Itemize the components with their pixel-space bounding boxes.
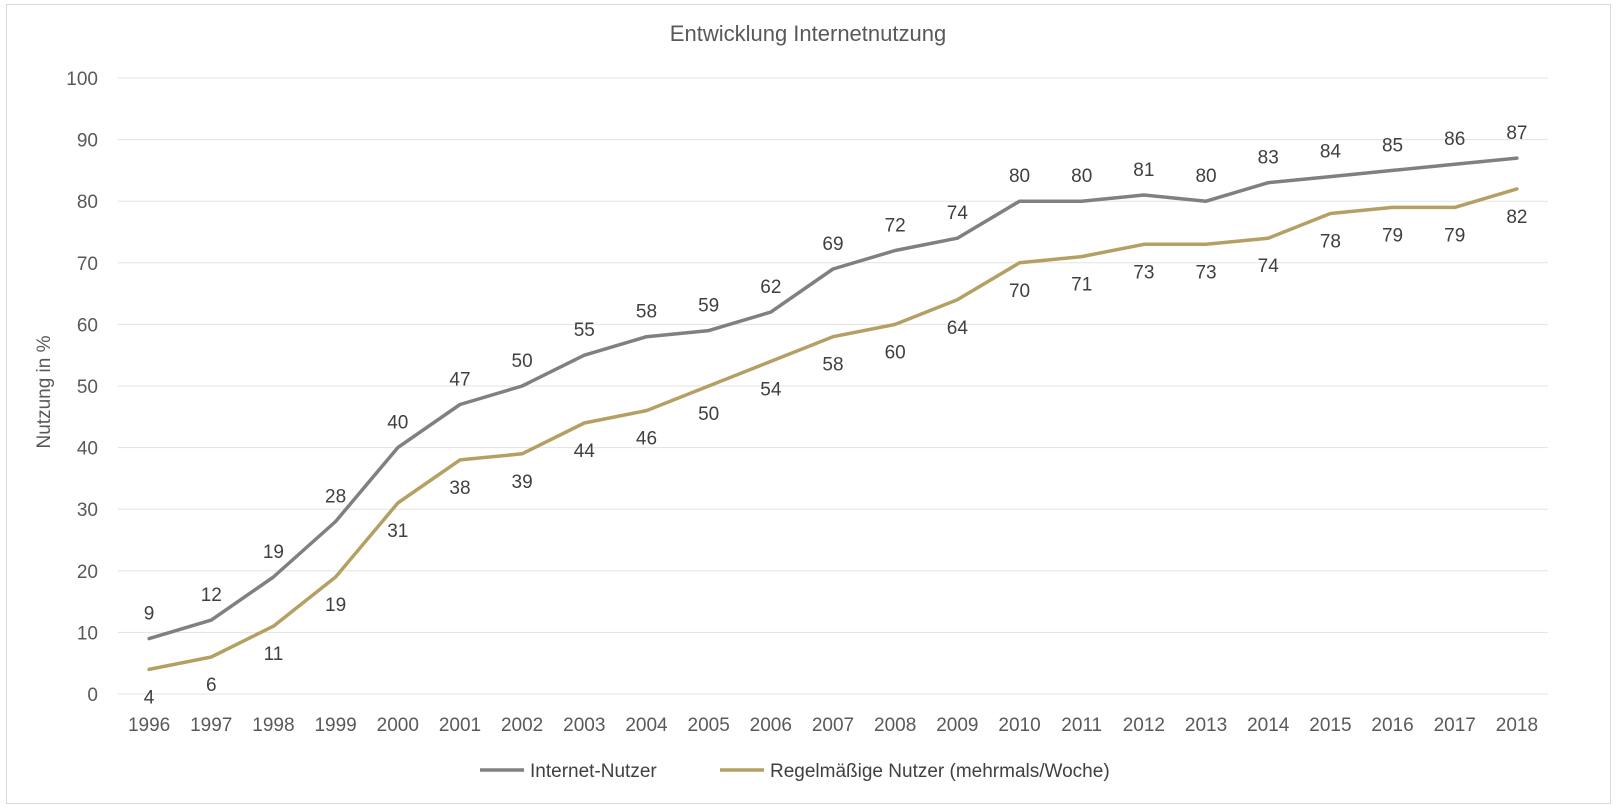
x-tick-label: 2008	[874, 715, 916, 736]
data-label: 80	[1009, 166, 1030, 187]
data-label: 83	[1258, 148, 1279, 169]
x-tick-label: 2011	[1061, 715, 1102, 736]
data-label: 11	[264, 644, 284, 665]
data-label: 39	[512, 472, 533, 493]
series-lines	[147, 156, 1519, 672]
data-label: 72	[885, 215, 906, 236]
data-label: 19	[325, 595, 346, 616]
data-label: 86	[1444, 129, 1465, 150]
data-label: 80	[1071, 166, 1092, 187]
y-tick-label: 70	[77, 254, 98, 275]
x-tick-label: 2003	[563, 715, 605, 736]
x-tick-label: 1996	[128, 715, 170, 736]
data-label: 73	[1133, 262, 1154, 283]
data-label: 55	[574, 320, 595, 341]
data-label: 54	[760, 379, 782, 400]
x-tick-label: 2017	[1434, 715, 1476, 736]
x-tick-label: 2007	[812, 715, 854, 736]
legend-label: Regelmäßige Nutzer (mehrmals/Woche)	[770, 761, 1110, 782]
data-label: 74	[1258, 256, 1280, 277]
data-label: 4	[144, 687, 155, 708]
x-tick-label: 2002	[501, 715, 543, 736]
data-label: 58	[636, 302, 657, 323]
gridlines	[118, 77, 1548, 695]
y-axis-title: Nutzung in %	[34, 335, 55, 448]
data-label: 64	[947, 318, 969, 339]
data-label: 58	[822, 355, 843, 376]
data-label: 70	[1009, 281, 1030, 302]
data-label: 31	[387, 521, 408, 542]
data-label: 59	[698, 296, 719, 317]
y-tick-label: 10	[77, 623, 98, 644]
series-line-2	[147, 187, 1519, 672]
chart-frame	[6, 4, 1611, 804]
data-label: 80	[1195, 166, 1216, 187]
data-label: 79	[1444, 225, 1465, 246]
x-tick-label: 2010	[998, 715, 1040, 736]
x-tick-label: 2014	[1247, 715, 1290, 736]
y-axis-ticks: 0 10 20 30 40 50 60 70 80 90 100	[66, 69, 98, 706]
data-label: 38	[449, 478, 470, 499]
data-labels: 9 12 19 28 40 47 50 55 58 59 62 69 72 74 80 80 81 80 83 84 8…	[144, 123, 1528, 708]
x-axis-ticks: 1996 1997 1998 1999 2000 2001 2002 2003 2004 2005…	[128, 715, 1538, 736]
data-label: 62	[760, 277, 781, 298]
x-tick-label: 2001	[439, 715, 481, 736]
legend: Internet-Nutzer Regelmäßige Nutzer (mehrm…	[480, 761, 1110, 782]
data-label: 19	[263, 542, 284, 563]
data-label: 84	[1320, 142, 1342, 163]
x-tick-label: 2005	[688, 715, 730, 736]
x-tick-label: 2006	[750, 715, 792, 736]
x-tick-label: 2009	[936, 715, 978, 736]
data-label: 87	[1506, 123, 1527, 144]
data-label: 81	[1133, 160, 1154, 181]
y-tick-label: 100	[66, 69, 98, 90]
y-tick-label: 30	[77, 500, 98, 521]
legend-label: Internet-Nutzer	[530, 761, 657, 782]
x-tick-label: 2000	[377, 715, 419, 736]
data-label: 74	[947, 203, 969, 224]
data-label: 28	[325, 487, 346, 508]
data-label: 60	[885, 342, 906, 363]
data-label: 50	[512, 351, 533, 372]
y-tick-label: 50	[77, 377, 98, 398]
data-label: 40	[387, 413, 408, 434]
data-label: 71	[1071, 275, 1092, 296]
y-tick-label: 40	[77, 439, 98, 460]
y-tick-label: 60	[77, 315, 98, 336]
y-tick-label: 80	[77, 192, 98, 213]
x-tick-label: 2015	[1309, 715, 1351, 736]
data-label: 44	[574, 441, 596, 462]
y-tick-label: 0	[87, 685, 98, 706]
data-label: 85	[1382, 135, 1403, 156]
x-tick-label: 2013	[1185, 715, 1227, 736]
data-label: 79	[1382, 225, 1403, 246]
data-label: 12	[201, 585, 222, 606]
data-label: 69	[822, 234, 843, 255]
data-label: 6	[206, 675, 217, 696]
x-tick-label: 2016	[1371, 715, 1413, 736]
x-tick-label: 2012	[1123, 715, 1165, 736]
data-label: 50	[698, 404, 719, 425]
data-label: 47	[449, 369, 470, 390]
x-tick-label: 2004	[625, 715, 668, 736]
y-tick-label: 20	[77, 562, 98, 583]
y-tick-label: 90	[77, 131, 98, 152]
chart-title: Entwicklung Internetnutzung	[670, 21, 946, 46]
data-label: 82	[1506, 207, 1527, 228]
x-tick-label: 2018	[1496, 715, 1538, 736]
data-label: 46	[636, 429, 657, 450]
data-label: 73	[1195, 262, 1216, 283]
x-tick-label: 1999	[314, 715, 356, 736]
x-tick-label: 1998	[252, 715, 294, 736]
data-label: 78	[1320, 232, 1341, 253]
x-tick-label: 1997	[190, 715, 232, 736]
series-line-1	[147, 156, 1519, 641]
data-label: 9	[144, 604, 155, 625]
